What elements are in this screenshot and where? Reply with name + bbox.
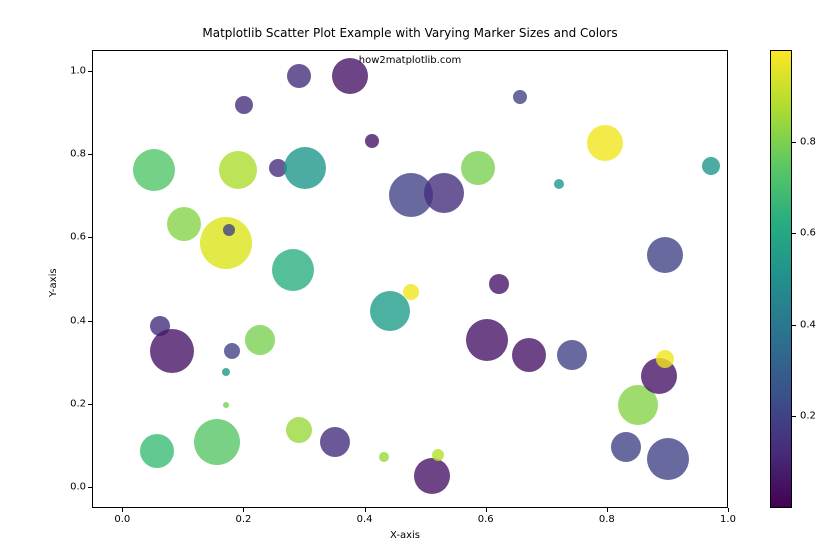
scatter-point: [320, 427, 350, 457]
y-tick-label: 0.2: [64, 398, 86, 409]
x-tick-label: 0.6: [478, 514, 494, 525]
scatter-point: [512, 338, 546, 372]
y-tick-mark: [88, 237, 92, 238]
y-tick-mark: [88, 321, 92, 322]
scatter-point: [414, 458, 450, 494]
x-tick-mark: [122, 508, 123, 512]
y-tick-label: 0.6: [64, 232, 86, 243]
scatter-point: [424, 173, 464, 213]
scatter-point: [150, 329, 194, 373]
colorbar-tick-label: 0.6: [800, 228, 816, 239]
x-tick-mark: [243, 508, 244, 512]
scatter-point: [647, 237, 683, 273]
scatter-point: [656, 350, 674, 368]
colorbar-tick-mark: [792, 233, 796, 234]
scatter-point: [287, 64, 311, 88]
x-tick-label: 0.2: [235, 514, 251, 525]
x-tick-mark: [365, 508, 366, 512]
colorbar-tick-label: 0.2: [800, 411, 816, 422]
scatter-point: [284, 147, 326, 189]
colorbar-tick-mark: [792, 325, 796, 326]
scatter-point: [223, 402, 229, 408]
y-axis-label: Y-axis: [48, 268, 59, 297]
x-tick-label: 0.0: [114, 514, 130, 525]
scatter-point: [235, 96, 253, 114]
y-tick-label: 0.0: [64, 482, 86, 493]
x-tick-mark: [607, 508, 608, 512]
scatter-point: [557, 340, 587, 370]
x-tick-mark: [728, 508, 729, 512]
scatter-point: [140, 434, 174, 468]
scatter-point: [403, 284, 419, 300]
scatter-point: [432, 449, 444, 461]
figure: Matplotlib Scatter Plot Example with Var…: [0, 0, 840, 560]
scatter-point: [489, 274, 509, 294]
chart-subtitle: how2matplotlib.com: [93, 55, 727, 66]
colorbar-tick-mark: [792, 416, 796, 417]
colorbar-tick-mark: [792, 142, 796, 143]
x-tick-label: 0.4: [357, 514, 373, 525]
y-tick-mark: [88, 71, 92, 72]
x-axis-label: X-axis: [390, 530, 420, 541]
y-tick-mark: [88, 487, 92, 488]
x-tick-label: 1.0: [720, 514, 736, 525]
scatter-point: [286, 417, 312, 443]
y-tick-label: 1.0: [64, 65, 86, 76]
scatter-point: [194, 419, 240, 465]
y-tick-label: 0.4: [64, 315, 86, 326]
scatter-point: [245, 325, 275, 355]
plot-area: how2matplotlib.com: [92, 50, 728, 508]
scatter-point: [554, 179, 564, 189]
x-tick-label: 0.8: [599, 514, 615, 525]
y-tick-mark: [88, 404, 92, 405]
scatter-point: [379, 452, 389, 462]
scatter-point: [513, 90, 527, 104]
colorbar: [770, 50, 792, 508]
scatter-point: [167, 207, 201, 241]
scatter-point: [272, 249, 314, 291]
scatter-point: [224, 343, 240, 359]
scatter-point: [587, 125, 623, 161]
scatter-point: [611, 432, 641, 462]
scatter-point: [647, 438, 689, 480]
y-tick-label: 0.8: [64, 149, 86, 160]
x-tick-mark: [486, 508, 487, 512]
scatter-point: [466, 319, 508, 361]
y-tick-mark: [88, 154, 92, 155]
scatter-point: [332, 58, 368, 94]
colorbar-tick-label: 0.4: [800, 319, 816, 330]
scatter-point: [461, 151, 495, 185]
scatter-point: [222, 368, 230, 376]
scatter-point: [365, 134, 379, 148]
scatter-point: [133, 149, 175, 191]
scatter-point: [219, 151, 257, 189]
scatter-point: [702, 157, 720, 175]
chart-title: Matplotlib Scatter Plot Example with Var…: [92, 26, 728, 40]
colorbar-tick-label: 0.8: [800, 136, 816, 147]
scatter-point: [223, 224, 235, 236]
